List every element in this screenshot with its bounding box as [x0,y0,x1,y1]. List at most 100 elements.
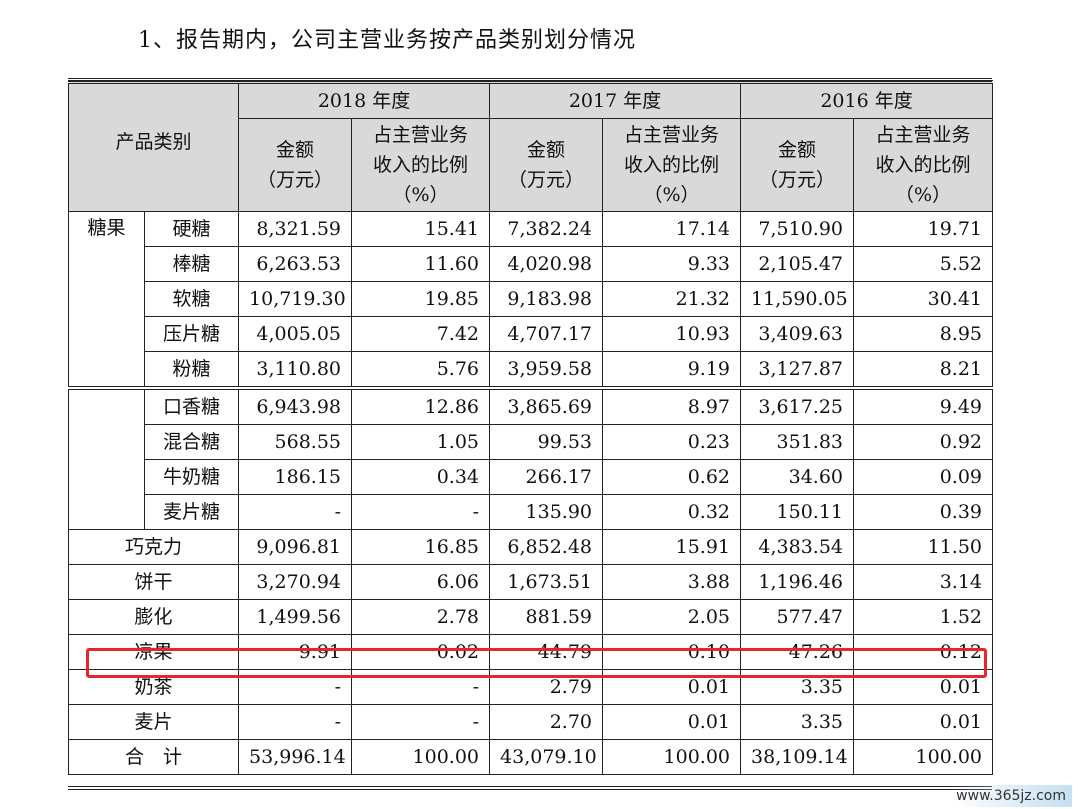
row-name: 奶茶 [67,669,240,705]
cell-value: - [351,669,491,705]
cell-value: 0.12 [853,634,994,670]
cell-value: 2.05 [602,599,742,635]
cell-value: 8.97 [602,386,742,425]
cell-value: 4,005.05 [238,316,353,352]
group-label-candy: 糖果 [68,211,145,389]
cell-value: 6,263.53 [238,246,353,282]
cell-value: 1.52 [853,599,994,635]
cell-value: 9,183.98 [489,281,604,317]
cell-value: 0.01 [853,669,994,705]
header-amount-1: 金额 （万元） [489,118,604,212]
cell-value: 6,943.98 [238,386,353,425]
cell-value: 10,719.30 [238,281,353,317]
cell-value: 5.76 [351,351,491,389]
cell-value: 9.91 [238,634,353,670]
cell-value: 8,321.59 [238,211,353,247]
cell-value: 3,270.94 [238,564,353,600]
cell-value: 15.91 [602,529,742,565]
header-ratio-1: 占主营业务 收入的比例 （%） [602,118,742,212]
row-name: 硬糖 [143,211,240,247]
table-row: 巧克力 9,096.81 16.85 6,852.48 15.91 4,383.54 11.… [67,529,994,565]
cell-value: 99.53 [489,424,604,460]
cell-value: 3,865.69 [489,386,604,425]
cell-value: 0.92 [853,424,994,460]
cell-value: 7.42 [351,316,491,352]
cell-value: 3,110.80 [238,351,353,389]
group-label-candy-cont [68,386,145,530]
cell-value: 43,079.10 [489,739,604,775]
cell-value: 7,382.24 [489,211,604,247]
cell-value: 10.93 [602,316,742,352]
header-year-1: 2017 年度 [489,80,742,119]
header-ratio-2: 占主营业务 收入的比例 （%） [853,118,994,212]
cell-value: 11,590.05 [740,281,855,317]
cell-value: 3,959.58 [489,351,604,389]
cell-value: 8.21 [853,351,994,389]
row-name: 混合糖 [143,424,240,460]
cell-value: 34.60 [740,459,855,495]
cell-value: 19.85 [351,281,491,317]
row-name: 麦片 [67,704,240,740]
table-row: 麦片糖 - -135.90 0.32 150.11 0.39 [69,494,994,530]
cell-value: 0.01 [602,704,742,740]
row-name: 压片糖 [143,316,240,352]
cell-value: 47.26 [740,634,855,670]
table-bottom-rule [68,786,992,790]
table-row: 饼干 3,270.94 6.06 1,673.51 3.88 1,196.46 3.14 [67,564,994,600]
table-row: 膨化 1,499.56 2.78 881.59 2.05 577.47 1.52 [67,599,994,635]
row-name: 口香糖 [143,386,240,425]
table-row: 软糖 10,719.30 19.85 9,183.98 21.32 11,590.05 30… [69,281,994,317]
cell-value: 30.41 [853,281,994,317]
cell-value: 3.35 [740,704,855,740]
cell-value: 15.41 [351,211,491,247]
cell-value: 6,852.48 [489,529,604,565]
cell-value: 4,383.54 [740,529,855,565]
cell-value: 44.79 [489,634,604,670]
cell-value: 2.70 [489,704,604,740]
cell-value: 21.32 [602,281,742,317]
cell-value: 3.88 [602,564,742,600]
cell-value: 19.71 [853,211,994,247]
section-title: 1、报告期内，公司主营业务按产品类别划分情况 [138,28,636,53]
cell-value: 881.59 [489,599,604,635]
cell-value: - [238,704,353,740]
cell-value: 2.78 [351,599,491,635]
cell-value: 9.33 [602,246,742,282]
header-amount-2: 金额 （万元） [740,118,855,212]
cell-value: 186.15 [238,459,353,495]
header-category: 产品类别 [67,80,240,212]
cell-value: 17.14 [602,211,742,247]
cell-value: - [351,704,491,740]
cell-value: 1,196.46 [740,564,855,600]
row-name: 粉糖 [143,351,240,389]
cell-value: 568.55 [238,424,353,460]
cell-value: - [351,494,491,530]
cell-value: 6.06 [351,564,491,600]
cell-value: 0.32 [602,494,742,530]
cell-value: 266.17 [489,459,604,495]
cell-value: 11.60 [351,246,491,282]
table-row: 棒糖 6,263.53 11.60 4,020.98 9.33 2,105.47 5.52 [69,246,994,282]
cell-value: 4,707.17 [489,316,604,352]
header-ratio-0: 占主营业务 收入的比例 （%） [351,118,491,212]
cell-value: 9,096.81 [238,529,353,565]
cell-value: 16.85 [351,529,491,565]
row-name: 棒糖 [143,246,240,282]
product-revenue-table: 产品类别 2018 年度 2017 年度 2016 年度 金额 （万元） 占主营业务 收入的比… [67,80,994,775]
cell-value: 3,409.63 [740,316,855,352]
cell-value: 9.49 [853,386,994,425]
row-name: 巧克力 [67,529,240,565]
cell-value: 577.47 [740,599,855,635]
row-name: 合 计 [67,739,240,775]
cell-value: 3,127.87 [740,351,855,389]
cell-value: 135.90 [489,494,604,530]
cell-value: 8.95 [853,316,994,352]
cell-value: 0.01 [853,704,994,740]
watermark: www.365jz.com [950,785,1072,807]
cell-value: 3.35 [740,669,855,705]
table-row: 粉糖 3,110.80 5.76 3,959.58 9.19 3,127.87 8.21 [69,351,994,389]
cell-value: 11.50 [853,529,994,565]
row-name: 凉果 [67,634,240,670]
table-row: 凉果 9.91 0.02 44.79 0.10 47.26 0.12 [67,634,994,670]
cell-value: 150.11 [740,494,855,530]
